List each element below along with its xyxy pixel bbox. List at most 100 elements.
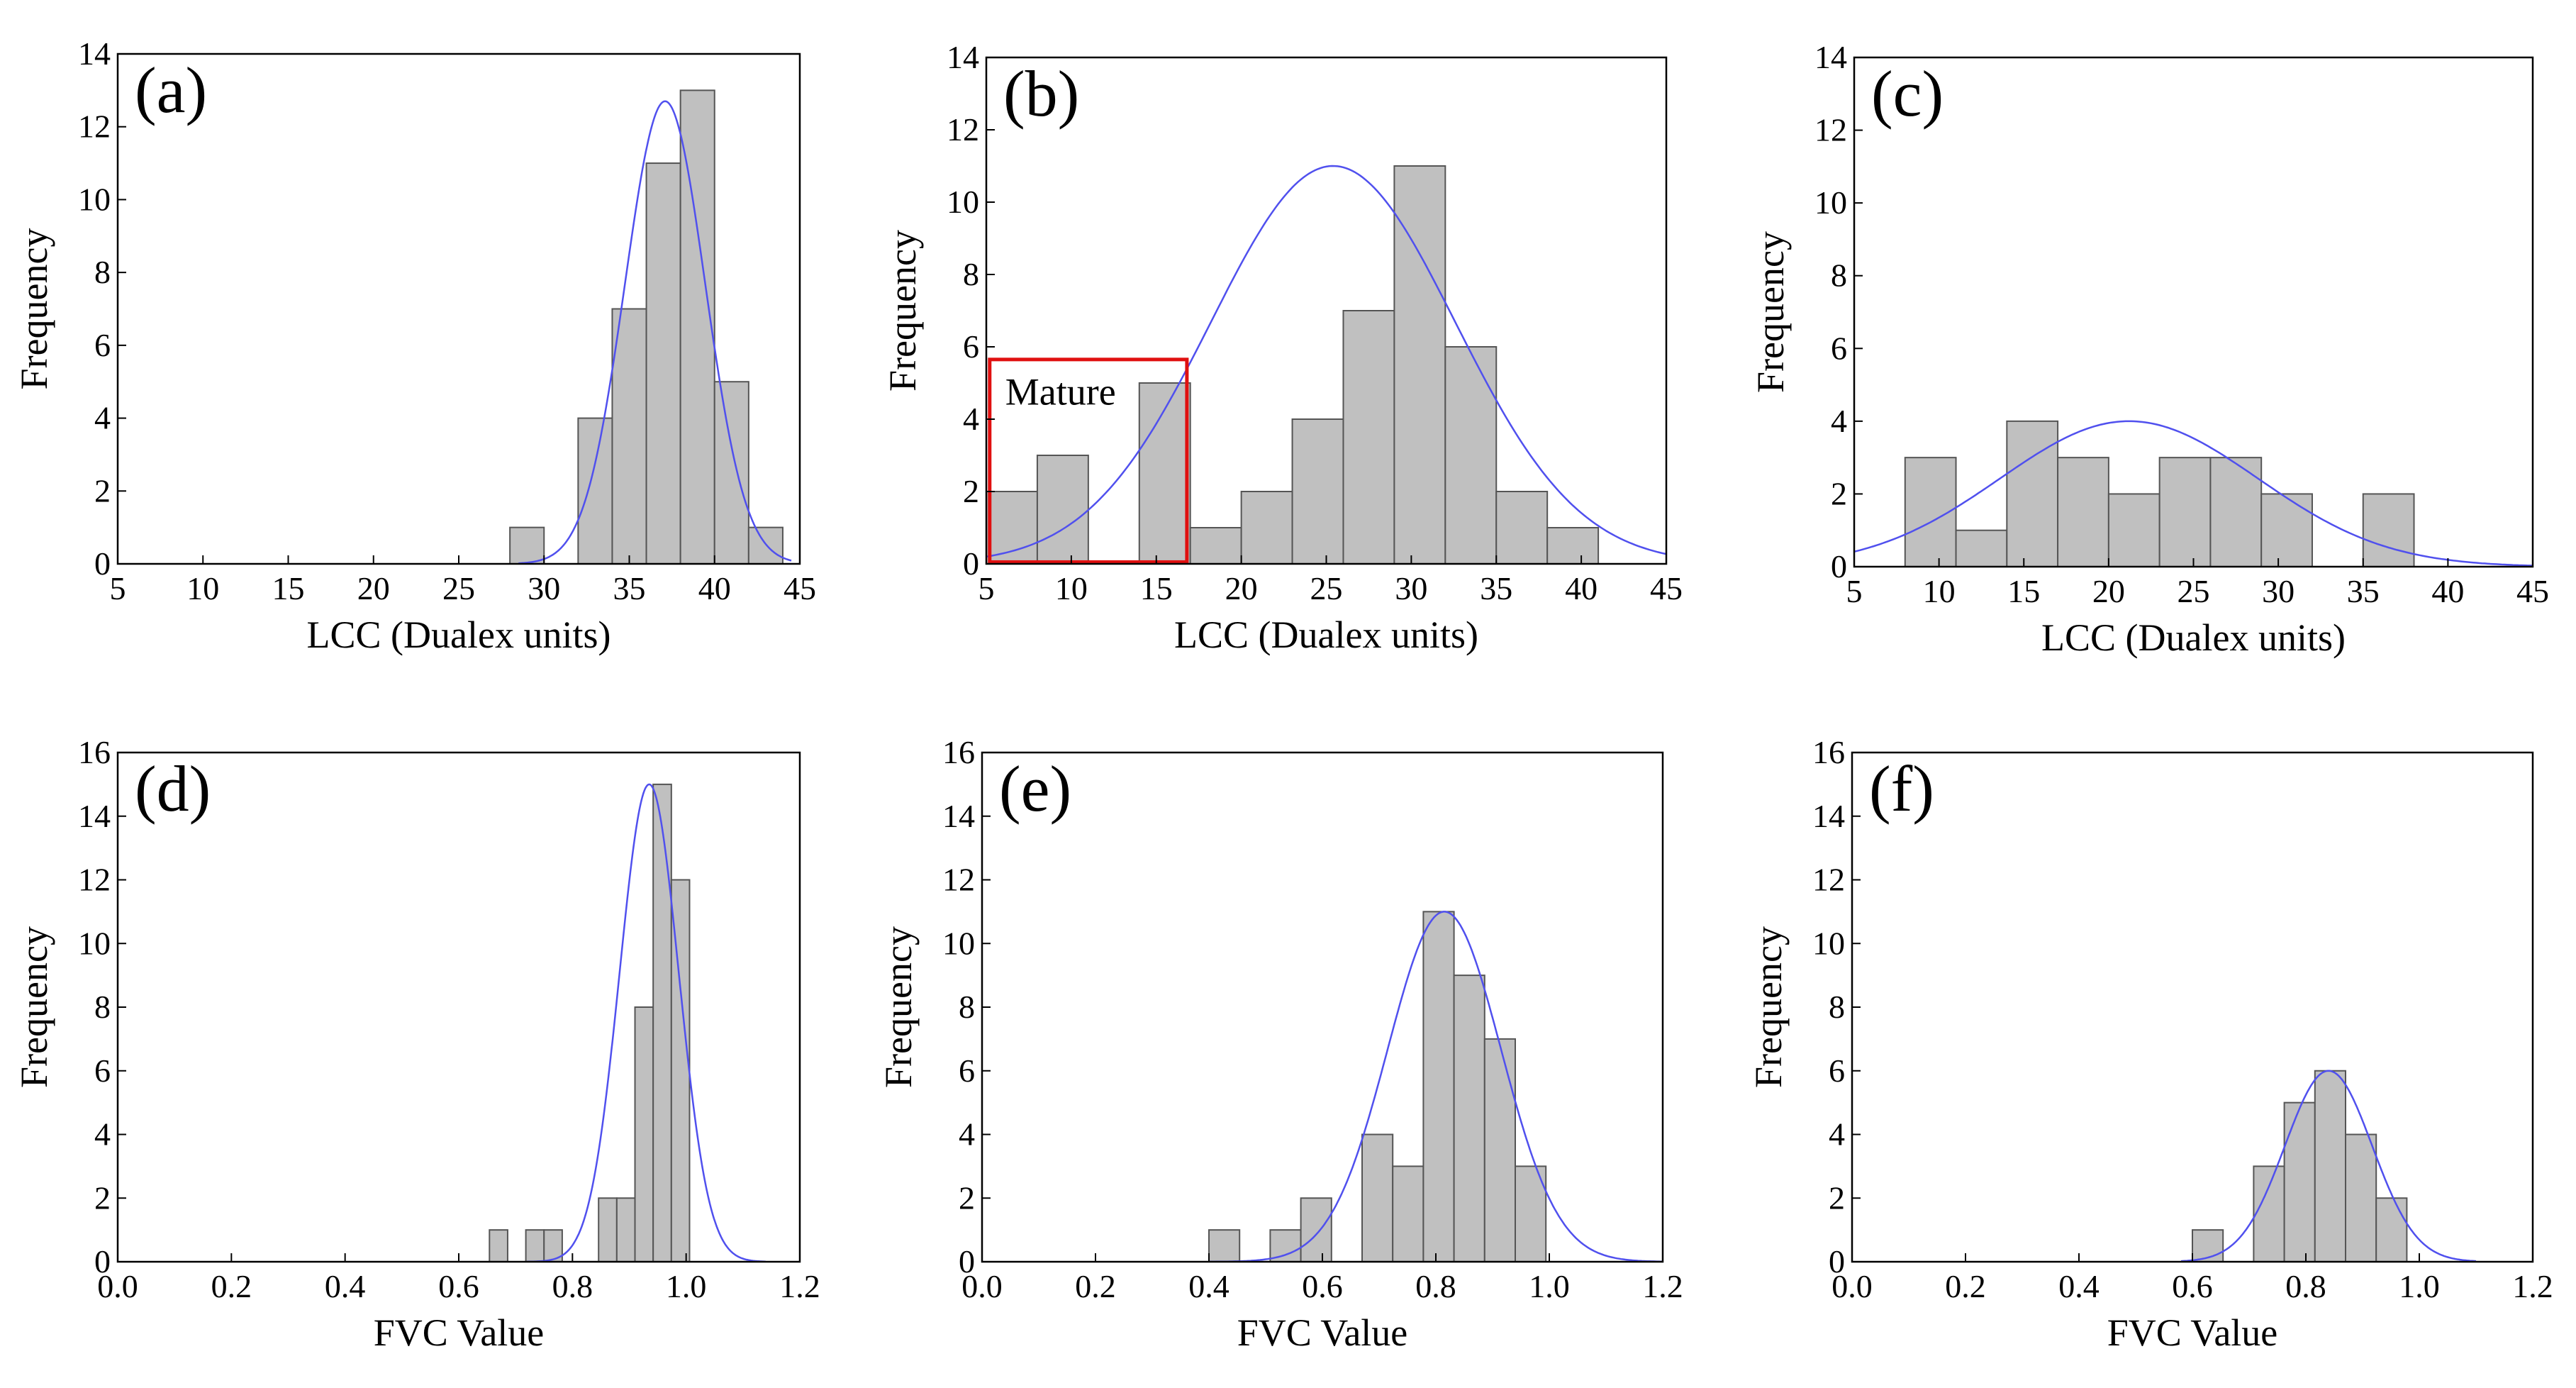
histogram-bar — [1955, 529, 2008, 568]
y-tick-label: 4 — [959, 1116, 975, 1153]
x-tick-label: 5 — [110, 570, 126, 606]
panel-label: (b) — [1003, 57, 1079, 130]
y-tick-label: 10 — [78, 925, 111, 961]
x-tick-label: 0.0 — [961, 1268, 1003, 1304]
histogram-bar — [1392, 1165, 1424, 1262]
y-tick-label: 4 — [1831, 403, 1847, 439]
normal-fit-curve — [527, 783, 766, 1262]
x-tick-label: 20 — [1225, 570, 1258, 606]
x-axis-label: LCC (Dualex units) — [1174, 614, 1478, 656]
y-tick-label: 8 — [1831, 257, 1847, 294]
y-tick-label: 0 — [963, 545, 979, 582]
y-tick-label: 16 — [942, 734, 975, 770]
histogram-bar — [2283, 1101, 2316, 1262]
x-tick-label: 5 — [1846, 573, 1863, 609]
histogram-bar — [1422, 911, 1455, 1262]
y-axis-label: Frequency — [1749, 231, 1792, 393]
panel-b: Mature 5 10 15 20 25 30 35 40 45 0 2 4 6 8 10 12 14 (b) LCC… — [881, 39, 1683, 656]
y-tick-label: 12 — [1814, 112, 1847, 148]
histogram-bar — [2158, 457, 2212, 568]
y-tick-label: 6 — [959, 1053, 975, 1089]
y-tick-label: 0 — [94, 545, 111, 582]
x-tick-label: 1.0 — [2399, 1268, 2440, 1304]
y-tick-label: 10 — [78, 181, 111, 217]
x-axis-label: FVC Value — [1237, 1311, 1408, 1354]
normal-fit-curve — [986, 165, 1666, 558]
x-tick-label: 25 — [442, 570, 475, 606]
y-tick-label: 8 — [963, 256, 979, 292]
histogram-bar — [489, 1229, 508, 1262]
x-tick-label: 40 — [1565, 570, 1598, 606]
histogram-bar — [577, 417, 613, 565]
panel-label: (c) — [1871, 57, 1944, 130]
y-tick-label: 8 — [94, 989, 111, 1025]
normal-fit-curve — [1854, 420, 2533, 567]
y-tick-label: 14 — [78, 35, 111, 72]
y-tick-label: 6 — [1831, 330, 1847, 366]
histogram-bar — [2260, 493, 2313, 568]
x-tick-label: 35 — [613, 570, 646, 606]
panel-a: 5 10 15 20 25 30 35 40 45 0 2 4 6 8 10 12 14 (a) LCC (Dual… — [13, 35, 816, 656]
x-tick-label: 1.0 — [666, 1268, 707, 1304]
x-tick-label: 1.2 — [2512, 1268, 2553, 1304]
panel-label: (f) — [1869, 753, 1934, 825]
plot-frame — [981, 751, 1664, 1263]
y-tick-label: 16 — [78, 734, 111, 770]
plot-frame — [1851, 751, 2534, 1263]
x-axis-label: FVC Value — [2107, 1311, 2278, 1354]
y-tick-label: 12 — [942, 862, 975, 898]
x-tick-label: 20 — [357, 570, 390, 606]
x-tick-label: 45 — [1650, 570, 1683, 606]
histogram-bar — [2006, 420, 2059, 567]
y-tick-label: 14 — [947, 39, 979, 75]
histogram-bar — [1495, 491, 1549, 565]
y-tick-label: 4 — [94, 400, 111, 436]
x-tick-label: 0.6 — [2172, 1268, 2213, 1304]
histogram-bar — [652, 783, 672, 1262]
panel-f: 0.0 0.2 0.4 0.6 0.8 1.0 1.2 0 2 4 6 8 10 12 14 16 (f) FVC… — [1747, 734, 2553, 1354]
panel-d: 0.0 0.2 0.4 0.6 0.8 1.0 1.2 0 2 4 6 8 10 12 14 16 (d) FVC… — [13, 734, 820, 1354]
y-tick-label: 8 — [959, 989, 975, 1025]
y-tick-label: 0 — [1829, 1243, 1845, 1279]
histogram-bar — [1483, 1038, 1517, 1262]
panel-e: 0.0 0.2 0.4 0.6 0.8 1.0 1.2 0 2 4 6 8 10 12 14 16 (e) FVC… — [877, 734, 1683, 1354]
histogram-bar — [2209, 457, 2263, 568]
x-tick-label: 25 — [1310, 570, 1343, 606]
histogram-bar — [1546, 527, 1600, 565]
x-tick-label: 0.2 — [1945, 1268, 1986, 1304]
y-tick-label: 12 — [78, 109, 111, 145]
x-axis-label: LCC (Dualex units) — [307, 614, 611, 656]
y-tick-label: 8 — [1829, 989, 1845, 1025]
y-tick-label: 2 — [94, 472, 111, 509]
y-axis-label: Frequency — [13, 926, 55, 1088]
panel-label: (a) — [135, 54, 207, 126]
x-tick-label: 15 — [272, 570, 305, 606]
histogram-bar — [2253, 1165, 2285, 1262]
normal-fit-curve — [2180, 1070, 2477, 1262]
histogram-bar — [1291, 418, 1344, 565]
y-tick-label: 16 — [1812, 734, 1845, 770]
y-tick-label: 6 — [94, 1053, 111, 1089]
x-tick-label: 15 — [1140, 570, 1173, 606]
y-tick-label: 12 — [1812, 862, 1845, 898]
x-tick-label: 1.2 — [1642, 1268, 1683, 1304]
y-tick-label: 2 — [959, 1179, 975, 1216]
histogram-bar — [1393, 165, 1446, 565]
y-tick-label: 6 — [94, 327, 111, 363]
histogram-bar — [611, 308, 647, 565]
y-tick-label: 10 — [942, 925, 975, 961]
x-tick-label: 5 — [978, 570, 995, 606]
panel-c: 5 10 15 20 25 30 35 40 45 0 2 4 6 8 10 12 14 (c) LCC (Dual… — [1749, 39, 2549, 659]
y-tick-label: 0 — [959, 1243, 975, 1279]
normal-fit-curve — [518, 100, 792, 564]
x-tick-label: 10 — [1055, 570, 1088, 606]
x-tick-label: 0.2 — [1075, 1268, 1116, 1304]
y-axis-label: Frequency — [13, 228, 55, 390]
x-tick-label: 0.8 — [1415, 1268, 1456, 1304]
histogram-bar — [2107, 493, 2160, 568]
x-tick-label: 30 — [2262, 573, 2295, 609]
y-axis-label: Frequency — [881, 230, 924, 392]
histogram-bar — [1189, 527, 1242, 565]
x-tick-label: 0.0 — [97, 1268, 138, 1304]
histogram-bar — [509, 526, 545, 565]
